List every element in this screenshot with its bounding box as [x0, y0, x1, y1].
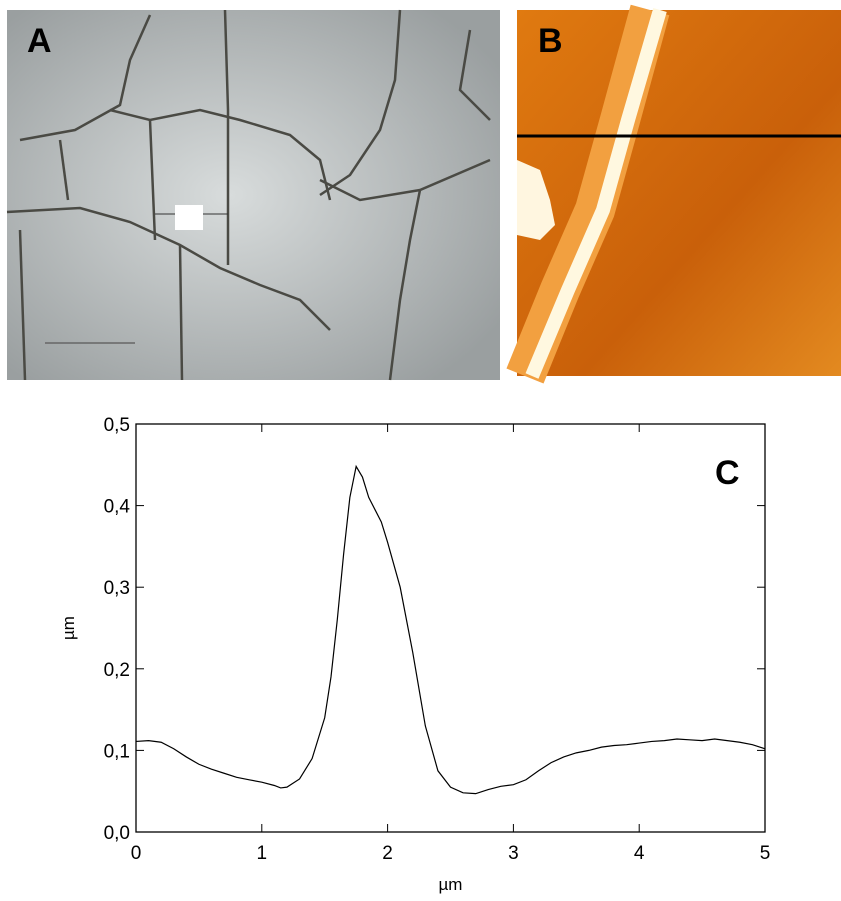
- x-tick-label: 4: [634, 843, 645, 864]
- data-line: [135, 464, 766, 795]
- x-tick-label: 5: [760, 843, 771, 864]
- y-axis-title: µm: [59, 616, 78, 640]
- micrograph-a: [6, 9, 500, 381]
- x-axis-title: µm: [439, 875, 463, 894]
- x-tick-label: 3: [508, 843, 519, 864]
- y-tick-label: 0,1: [104, 741, 130, 762]
- chart: 0,0 0,1 0,2 0,3 0,4 0,5 0 1 2 3 4 5 µm µm C: [59, 415, 770, 894]
- plot-frame: [135, 423, 766, 833]
- x-tick-label: 2: [382, 843, 393, 864]
- panel-label: A: [27, 22, 52, 60]
- afm-image-b: [506, 4, 841, 384]
- panel-label: B: [538, 22, 563, 60]
- y-tick-label: 0,2: [104, 660, 130, 681]
- x-tick-label: 1: [257, 843, 268, 864]
- y-tick-label: 0,3: [104, 578, 130, 599]
- y-tick-label: 0,5: [104, 415, 130, 436]
- y-tick-label: 0,0: [104, 823, 130, 844]
- x-tick-label: 0: [131, 843, 142, 864]
- y-tick-label: 0,4: [104, 497, 131, 518]
- annotation: C: [715, 454, 740, 492]
